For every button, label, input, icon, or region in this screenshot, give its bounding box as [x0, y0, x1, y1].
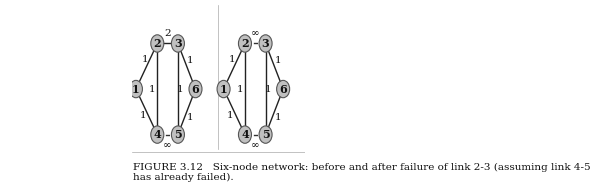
- Ellipse shape: [172, 126, 184, 143]
- Ellipse shape: [189, 80, 202, 98]
- Ellipse shape: [259, 126, 272, 143]
- Ellipse shape: [172, 35, 184, 52]
- Text: ∞: ∞: [251, 141, 260, 150]
- Text: 1: 1: [236, 85, 243, 94]
- Ellipse shape: [129, 80, 143, 98]
- Text: 3: 3: [262, 38, 270, 49]
- Text: FIGURE 3.12   Six-node network: before and after failure of link 2-3 (assuming l: FIGURE 3.12 Six-node network: before and…: [133, 163, 591, 182]
- Text: 5: 5: [174, 129, 182, 140]
- Text: 1: 1: [274, 113, 281, 122]
- Text: 1: 1: [220, 84, 228, 94]
- Text: 3: 3: [174, 38, 182, 49]
- Text: 4: 4: [153, 129, 161, 140]
- Text: 1: 1: [177, 85, 184, 94]
- Text: 1: 1: [187, 56, 193, 65]
- Ellipse shape: [151, 126, 164, 143]
- Text: 4: 4: [241, 129, 249, 140]
- Text: ∞: ∞: [251, 29, 260, 38]
- Text: 1: 1: [265, 85, 271, 94]
- Text: 2: 2: [241, 38, 249, 49]
- Text: 5: 5: [262, 129, 270, 140]
- Text: 2: 2: [153, 38, 161, 49]
- Text: ∞: ∞: [163, 141, 172, 150]
- Text: 1: 1: [187, 113, 193, 122]
- Ellipse shape: [238, 35, 251, 52]
- Text: 1: 1: [227, 111, 233, 120]
- Ellipse shape: [151, 35, 164, 52]
- Text: 1: 1: [141, 55, 148, 64]
- Text: 1: 1: [149, 85, 156, 94]
- Text: 1: 1: [140, 111, 146, 120]
- Text: 2: 2: [165, 29, 171, 38]
- Ellipse shape: [277, 80, 290, 98]
- Text: 6: 6: [192, 84, 200, 94]
- Text: 1: 1: [229, 55, 236, 64]
- Text: 1: 1: [274, 56, 281, 65]
- Ellipse shape: [238, 126, 251, 143]
- Text: 1: 1: [132, 84, 140, 94]
- Ellipse shape: [259, 35, 272, 52]
- Text: 6: 6: [279, 84, 287, 94]
- Ellipse shape: [217, 80, 230, 98]
